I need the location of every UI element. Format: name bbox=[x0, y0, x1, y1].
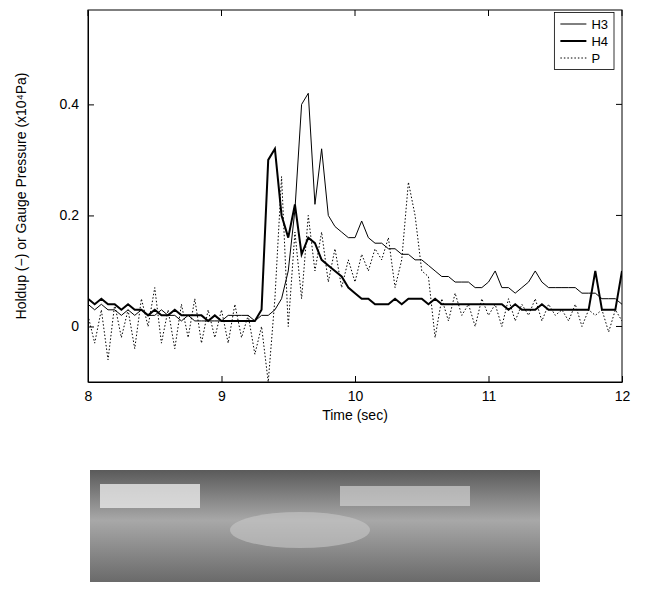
photo-highlight bbox=[340, 486, 470, 506]
x-tick-label: 12 bbox=[615, 388, 631, 404]
x-tick: 11 bbox=[482, 376, 497, 404]
mirror-ticks bbox=[88, 10, 622, 326]
x-tick-mark-top bbox=[622, 10, 623, 16]
y-axis: 0 0.2 0.4 bbox=[60, 11, 94, 383]
y-tick-label: 0 bbox=[71, 318, 79, 334]
x-tick-label: 11 bbox=[482, 388, 497, 404]
legend-item: P bbox=[560, 51, 600, 66]
x-tick: 12 bbox=[615, 376, 631, 404]
legend: H3 H4 P bbox=[554, 13, 614, 70]
plot: 8 9 10 11 12 0 0.2 0.4 Time (sec) Holdup (−) or G… bbox=[13, 10, 630, 423]
x-tick-mark bbox=[355, 376, 356, 382]
legend-swatch bbox=[560, 58, 586, 59]
y-tick-mark bbox=[88, 104, 94, 105]
x-tick-mark bbox=[489, 376, 490, 382]
x-tick-mark bbox=[622, 376, 623, 382]
series-line bbox=[88, 149, 622, 321]
x-tick-mark bbox=[222, 376, 223, 382]
y-tick: 0.2 bbox=[60, 207, 94, 223]
legend-item: H4 bbox=[560, 34, 608, 49]
y-axis-title: Holdup (−) or Gauge Pressure (x10⁴Pa) bbox=[13, 73, 29, 320]
legend-swatch bbox=[560, 40, 586, 42]
x-axis-title: Time (sec) bbox=[322, 407, 388, 423]
x-tick-label: 10 bbox=[348, 388, 364, 404]
x-tick-label: 9 bbox=[218, 388, 226, 404]
photo-image bbox=[90, 470, 540, 582]
x-tick-mark-top bbox=[221, 10, 222, 16]
photo-slug bbox=[230, 512, 370, 548]
y-tick-mark bbox=[88, 215, 94, 216]
y-tick-mark-right bbox=[616, 326, 622, 327]
x-tick-mark-top bbox=[88, 10, 89, 16]
x-tick-label: 8 bbox=[85, 388, 93, 404]
legend-item: H3 bbox=[560, 17, 608, 32]
y-tick-mark-right bbox=[616, 215, 622, 216]
x-tick: 10 bbox=[348, 376, 364, 404]
y-tick-label: 0.2 bbox=[60, 207, 80, 223]
photo-highlight bbox=[100, 484, 200, 508]
legend-label: H4 bbox=[591, 34, 608, 49]
chart: 8 9 10 11 12 0 0.2 0.4 Time (sec) Holdup (−) or G… bbox=[0, 0, 647, 592]
series-line bbox=[88, 177, 622, 382]
lines bbox=[88, 93, 622, 382]
plot-frame bbox=[88, 10, 622, 382]
y-tick-label: 0.4 bbox=[60, 96, 80, 112]
series-line bbox=[88, 93, 622, 321]
legend-box bbox=[554, 13, 614, 70]
x-axis-line bbox=[89, 382, 623, 383]
y-tick: 0.4 bbox=[60, 96, 94, 112]
legend-label: H3 bbox=[591, 17, 608, 32]
legend-swatch bbox=[560, 24, 586, 25]
x-axis: 8 9 10 11 12 bbox=[85, 376, 631, 404]
photo bbox=[90, 470, 540, 582]
y-tick-mark-right bbox=[616, 104, 622, 105]
x-tick: 9 bbox=[218, 376, 226, 404]
x-tick-mark-top bbox=[355, 10, 356, 16]
x-tick-mark-top bbox=[488, 10, 489, 16]
legend-label: P bbox=[591, 51, 600, 66]
